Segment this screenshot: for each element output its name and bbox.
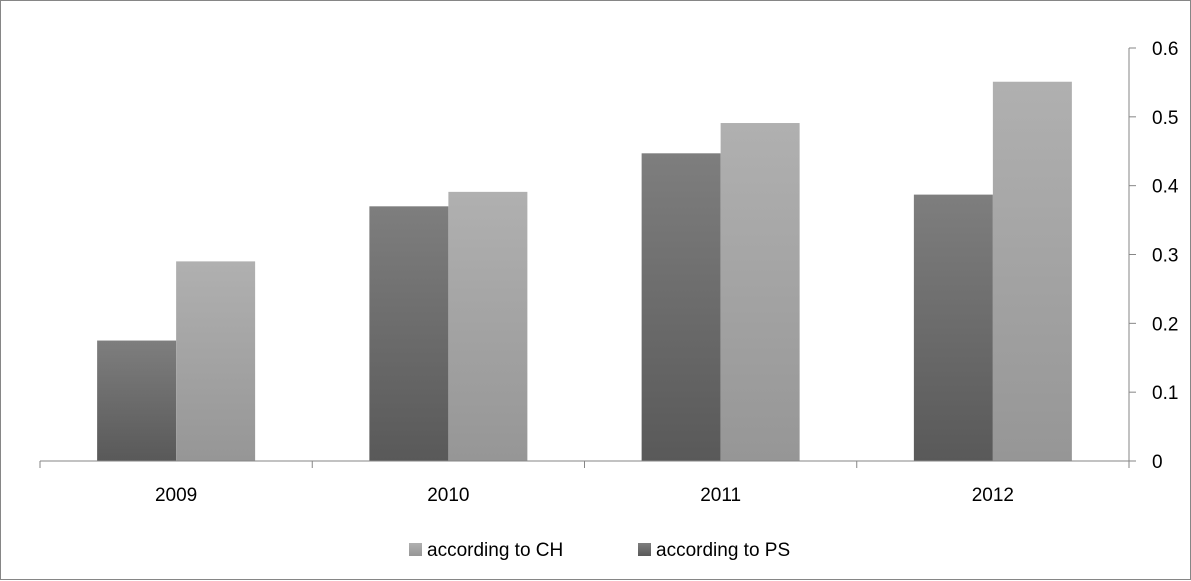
legend-label-ch: according to CH — [427, 540, 563, 561]
y-tick-label: 0.1 — [1152, 383, 1178, 404]
labels-layer: 0 0.1 0.2 0.3 0.4 0.5 0.6 2009 2010 2011 2012 — [155, 39, 1179, 506]
legend-swatch-ch — [409, 543, 422, 556]
bar-ps-2012 — [913, 194, 993, 462]
axes-layer — [39, 47, 1136, 468]
bar-ps-2009 — [97, 340, 177, 461]
bar-ps-2010 — [369, 206, 449, 461]
x-tick-label: 2010 — [427, 485, 469, 506]
y-tick-label: 0.3 — [1152, 246, 1178, 267]
legend-swatch-ps — [638, 543, 651, 556]
x-tick-label: 2012 — [972, 485, 1014, 506]
bar-ps-2011 — [641, 153, 721, 461]
bar-ch-2012 — [992, 81, 1072, 461]
y-tick-label: 0 — [1152, 452, 1163, 473]
y-tick-label: 0.4 — [1152, 177, 1179, 198]
legend: according to CH according to PS — [409, 540, 790, 561]
y-tick-label: 0.6 — [1152, 39, 1178, 60]
x-tick-label: 2011 — [700, 485, 741, 506]
bar-ch-2010 — [448, 191, 528, 461]
y-tick-label: 0.2 — [1152, 314, 1178, 335]
x-tick-label: 2009 — [155, 485, 197, 506]
bars-layer — [97, 81, 1072, 462]
bar-ch-2011 — [720, 123, 800, 462]
legend-label-ps: according to PS — [656, 540, 790, 561]
bar-ch-2009 — [176, 261, 256, 461]
y-tick-label: 0.5 — [1152, 108, 1178, 129]
